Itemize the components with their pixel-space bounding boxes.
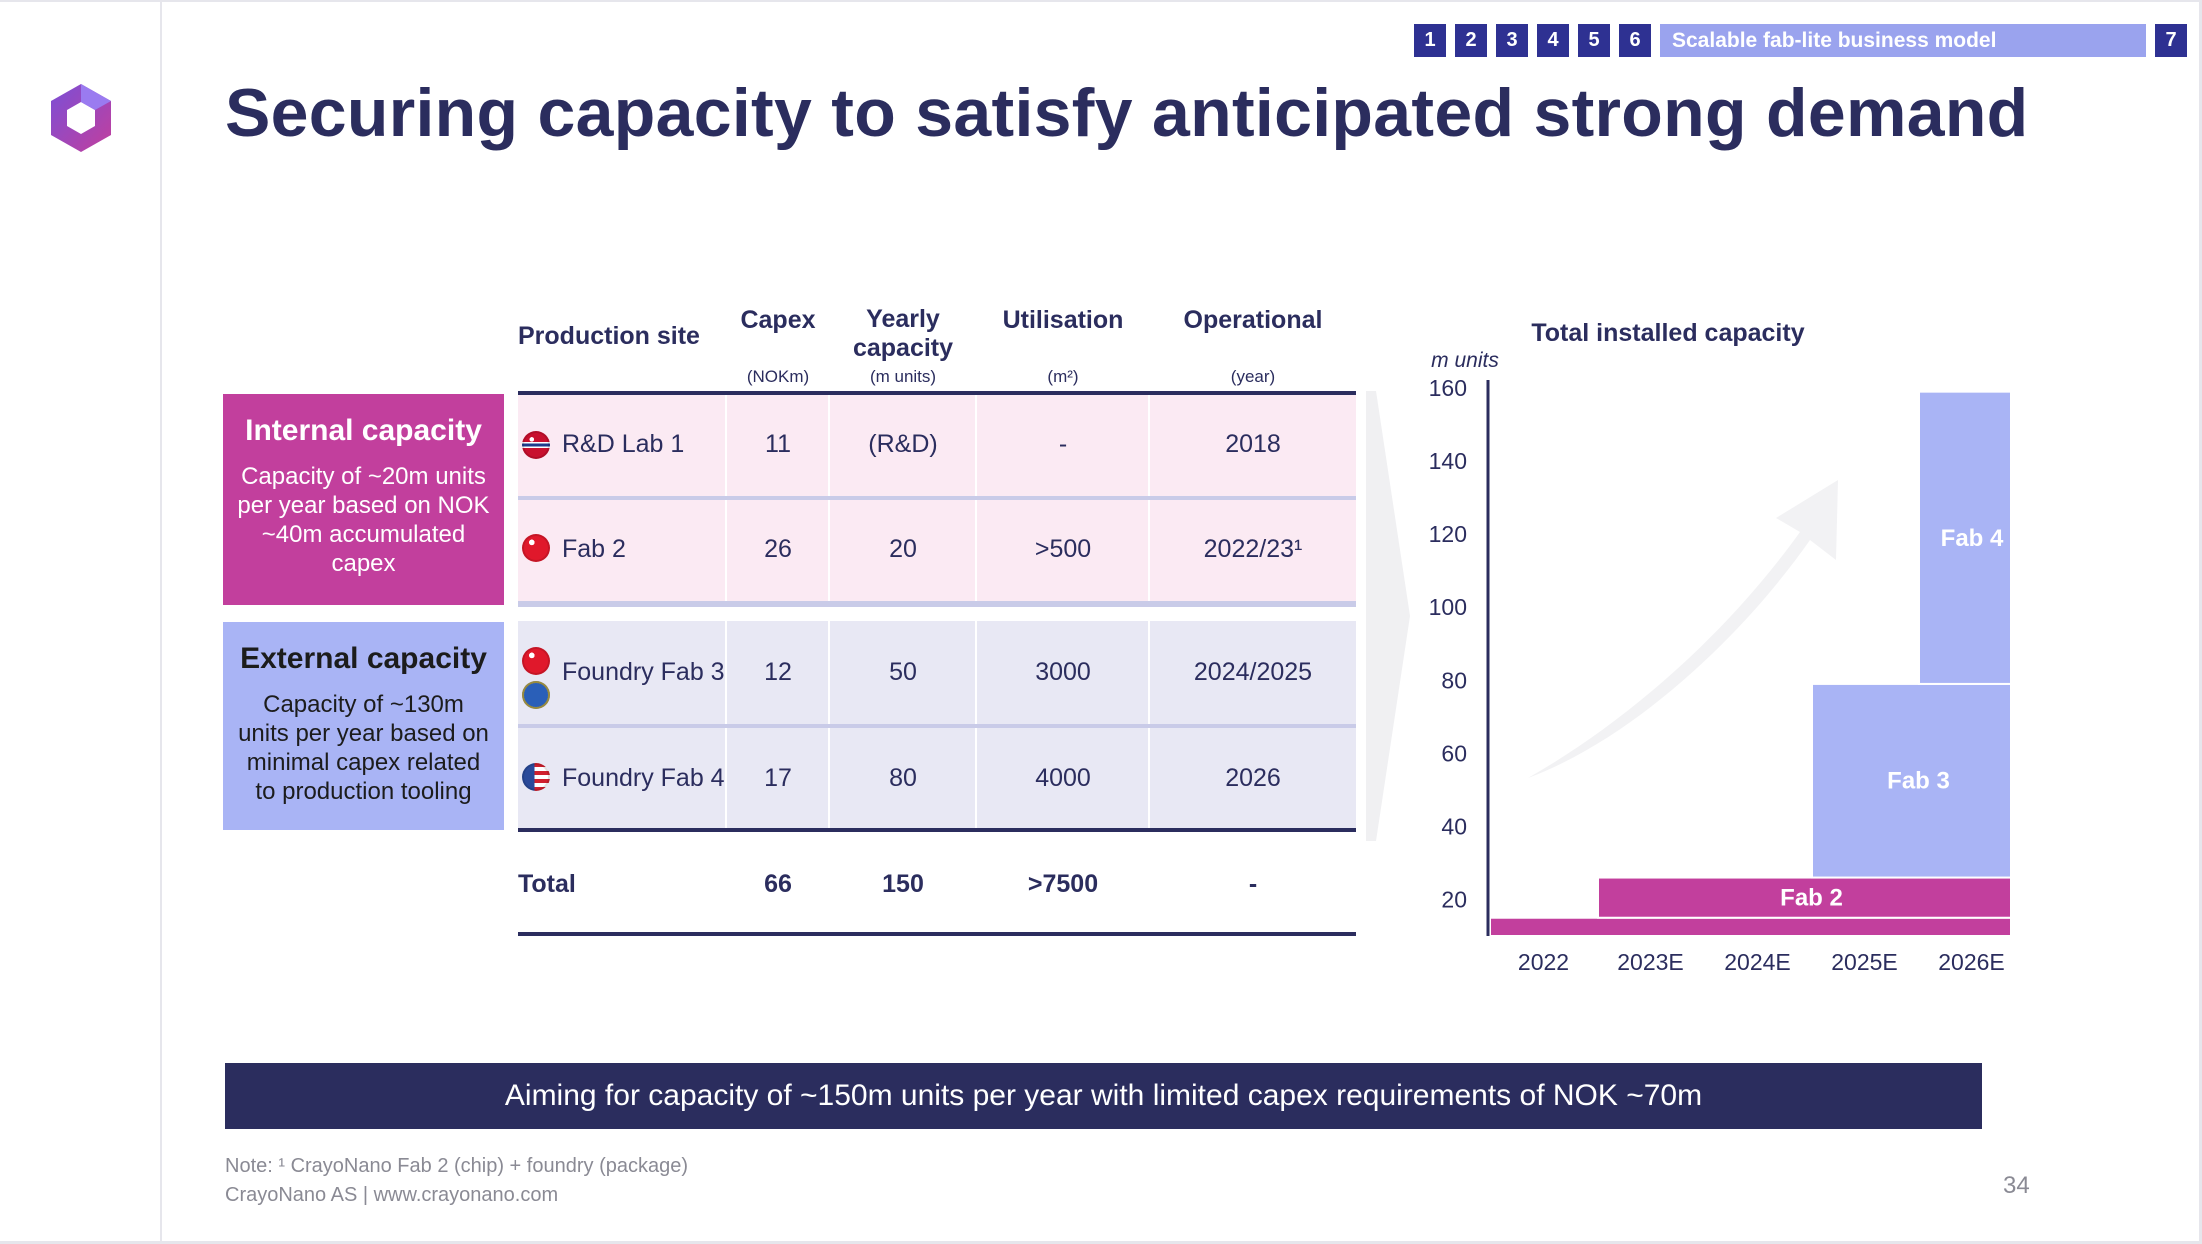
page-title: Securing capacity to satisfy anticipated… bbox=[225, 75, 2029, 151]
nav-current-section-label[interactable]: Scalable fab-lite business model bbox=[1660, 24, 2146, 57]
nav-section-5[interactable]: 5 bbox=[1578, 24, 1610, 57]
bar-label: Fab 4 bbox=[1941, 525, 2004, 552]
row-site: Fab 2 bbox=[562, 535, 626, 563]
x-tick-label: 2026E bbox=[1938, 949, 2005, 975]
total-label: Total bbox=[518, 870, 576, 898]
row-utilisation: >500 bbox=[1034, 535, 1092, 563]
slide-frame-left bbox=[0, 0, 162, 1244]
y-tick-label: 120 bbox=[1429, 521, 1467, 547]
total-operational: - bbox=[1248, 870, 1258, 898]
nav-section-7[interactable]: 7 bbox=[2155, 24, 2187, 57]
row-divider bbox=[518, 724, 1356, 728]
nav-section-2[interactable]: 2 bbox=[1455, 24, 1487, 57]
summary-banner: Aiming for capacity of ~150m units per y… bbox=[225, 1063, 1982, 1129]
table-total-row: Total 66 150 >7500 - bbox=[518, 832, 1356, 932]
bar-segment bbox=[1811, 682, 2010, 879]
us-flag-icon bbox=[522, 763, 550, 791]
row-operational: 2018 bbox=[1225, 430, 1281, 458]
internal-capacity-text: Capacity of ~20m units per year based on… bbox=[237, 463, 490, 577]
table-row: R&D Lab 1 11 (R&D) - 2018 bbox=[518, 395, 1356, 496]
row-capacity: (R&D) bbox=[868, 430, 938, 458]
row-operational: 2026 bbox=[1225, 764, 1281, 792]
x-tick-label: 2024E bbox=[1724, 949, 1791, 975]
table-row: Fab 2 26 20 >500 2022/23¹ bbox=[518, 500, 1356, 601]
page-number: 34 bbox=[2003, 1172, 2030, 1199]
y-tick-label: 20 bbox=[1441, 886, 1467, 912]
external-capacity-title: External capacity bbox=[240, 642, 487, 675]
table-row: Foundry Fab 3 12 50 3000 2024/2025 bbox=[518, 621, 1356, 724]
eu-flag-icon bbox=[522, 681, 550, 709]
capacity-chart: Total installed capacity m units Fab 2 Fa… bbox=[1429, 319, 2010, 975]
taiwan-flag-icon bbox=[522, 534, 550, 562]
total-capacity: 150 bbox=[882, 870, 924, 898]
col-header-capex: Capex bbox=[740, 306, 816, 334]
table-bottom-rule bbox=[518, 932, 1356, 936]
x-tick-label: 2023E bbox=[1617, 949, 1684, 975]
x-tick-label: 2022 bbox=[1518, 949, 1569, 975]
col-header-operational: Operational bbox=[1183, 306, 1323, 334]
bar-segment bbox=[1489, 916, 2010, 938]
y-axis-label: m units bbox=[1431, 349, 1499, 372]
col-sub-capex: (NOKm) bbox=[746, 367, 810, 386]
col-sub-operational: (year) bbox=[1230, 367, 1276, 386]
group-divider bbox=[518, 601, 1356, 607]
y-tick-label: 100 bbox=[1429, 594, 1467, 620]
col-sub-utilisation: (m²) bbox=[1047, 367, 1079, 386]
y-tick-label: 40 bbox=[1441, 813, 1467, 839]
row-site: R&D Lab 1 bbox=[562, 430, 685, 458]
row-capex: 17 bbox=[764, 764, 792, 792]
internal-capacity-title: Internal capacity bbox=[245, 414, 482, 447]
row-capacity: 20 bbox=[889, 535, 917, 563]
total-utilisation: >7500 bbox=[1027, 870, 1099, 898]
taiwan-flag-icon bbox=[522, 647, 550, 675]
external-capacity-text: Capacity of ~130m units per year based o… bbox=[238, 691, 489, 805]
row-capex: 12 bbox=[764, 658, 792, 686]
table-top-rule bbox=[518, 391, 1356, 395]
x-tick-label: 2025E bbox=[1831, 949, 1898, 975]
nav-section-1[interactable]: 1 bbox=[1414, 24, 1446, 57]
footnote: Note: ¹ CrayoNano Fab 2 (chip) + foundry… bbox=[225, 1155, 688, 1177]
crayonano-logo-icon bbox=[51, 84, 111, 152]
row-divider bbox=[518, 496, 1356, 500]
y-tick-label: 140 bbox=[1429, 448, 1467, 474]
row-site: Foundry Fab 3 bbox=[562, 658, 725, 686]
table-total-rule bbox=[518, 828, 1356, 832]
row-utilisation: 3000 bbox=[1035, 658, 1091, 686]
slide-frame-right bbox=[2199, 0, 2202, 1244]
y-tick-label: 60 bbox=[1441, 740, 1467, 766]
col-sub-capacity: (m units) bbox=[869, 367, 937, 386]
norway-flag-icon bbox=[522, 431, 550, 459]
row-capacity: 50 bbox=[889, 658, 917, 686]
row-site: Foundry Fab 4 bbox=[562, 764, 725, 792]
row-utilisation: - bbox=[1058, 430, 1068, 458]
row-utilisation: 4000 bbox=[1035, 764, 1091, 792]
row-operational: 2022/23¹ bbox=[1203, 535, 1303, 563]
bar-segment bbox=[1918, 390, 2010, 685]
row-capacity: 80 bbox=[889, 764, 917, 792]
nav-section-3[interactable]: 3 bbox=[1496, 24, 1528, 57]
chevron-arrow-icon bbox=[1366, 391, 1410, 841]
slide-frame-bottom bbox=[0, 1241, 2202, 1244]
chart-title: Total installed capacity bbox=[1531, 319, 1804, 347]
total-capex: 66 bbox=[764, 870, 792, 898]
row-capex: 26 bbox=[764, 535, 792, 563]
col-header-utilisation: Utilisation bbox=[1002, 306, 1124, 334]
table-row: Foundry Fab 4 17 80 4000 2026 bbox=[518, 728, 1356, 828]
col-header-site: Production site bbox=[518, 322, 700, 350]
col-header-capacity: Yearly capacity bbox=[852, 305, 954, 362]
bar-label: Fab 2 bbox=[1780, 885, 1843, 912]
bar-label: Fab 3 bbox=[1887, 768, 1950, 795]
nav-section-6[interactable]: 6 bbox=[1619, 24, 1651, 57]
slide-frame-top bbox=[0, 0, 2202, 2]
internal-capacity-box: Internal capacity Capacity of ~20m units… bbox=[223, 394, 504, 605]
y-tick-label: 80 bbox=[1441, 667, 1467, 693]
external-capacity-box: External capacity Capacity of ~130m unit… bbox=[223, 622, 504, 830]
row-capex: 11 bbox=[765, 430, 791, 458]
company-footer: CrayoNano AS | www.crayonano.com bbox=[225, 1184, 559, 1206]
row-operational: 2024/2025 bbox=[1193, 658, 1313, 686]
nav-section-4[interactable]: 4 bbox=[1537, 24, 1569, 57]
growth-arrow-icon bbox=[1528, 480, 1838, 778]
y-tick-label: 160 bbox=[1429, 375, 1467, 401]
